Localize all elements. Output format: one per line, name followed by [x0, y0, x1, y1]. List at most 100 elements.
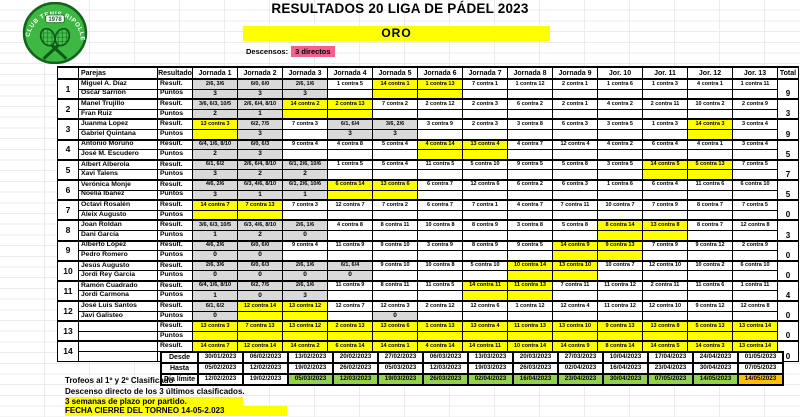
- puntos-cell[interactable]: [462, 169, 508, 181]
- result-cell[interactable]: 9 contra 13: [597, 239, 643, 252]
- result-cell[interactable]: 2 contra 13: [327, 320, 373, 332]
- result-cell[interactable]: 2 contra 9: [732, 98, 778, 110]
- puntos-cell[interactable]: [552, 270, 598, 282]
- result-cell[interactable]: 10 contra 8: [417, 259, 463, 272]
- result-cell[interactable]: 4/6, 2/6: [192, 178, 238, 191]
- result-cell[interactable]: 6 contra 3: [552, 178, 598, 191]
- puntos-label-cell[interactable]: Puntos: [157, 149, 193, 161]
- result-cell[interactable]: 6/2, 7/5: [237, 279, 283, 292]
- puntos-cell[interactable]: [642, 169, 688, 181]
- result-cell[interactable]: 3/6, 6/3, 10/5: [192, 98, 238, 110]
- result-cell[interactable]: 2 contra 3: [462, 98, 508, 110]
- result-cell[interactable]: 2/6, 3/6: [192, 77, 238, 90]
- result-cell[interactable]: 2 contra 12: [417, 98, 463, 110]
- player-name-cell[interactable]: Octavi Rosalén: [78, 199, 158, 211]
- puntos-cell[interactable]: 2: [282, 169, 328, 181]
- result-cell[interactable]: 6/2, 7/5: [237, 118, 283, 130]
- puntos-cell[interactable]: [687, 250, 733, 262]
- player-name-cell[interactable]: Aleix Augusto: [78, 209, 158, 221]
- result-cell[interactable]: 14 contra 2: [282, 98, 328, 110]
- result-cell[interactable]: 7 contra 2: [372, 98, 418, 110]
- puntos-cell[interactable]: [372, 169, 418, 181]
- puntos-cell[interactable]: [552, 209, 598, 221]
- result-cell[interactable]: 1 contra 5: [327, 77, 373, 90]
- puntos-cell[interactable]: [687, 290, 733, 302]
- result-cell[interactable]: 3 contra 5: [597, 118, 643, 130]
- date-cell[interactable]: 20/02/2023: [332, 351, 379, 364]
- puntos-cell[interactable]: 2: [192, 149, 238, 161]
- result-cell[interactable]: 1 contra 11: [732, 279, 778, 292]
- puntos-cell[interactable]: [642, 330, 688, 342]
- result-cell[interactable]: 1 contra 11: [732, 77, 778, 90]
- date-cell[interactable]: 01/05/2023: [737, 351, 784, 364]
- result-cell[interactable]: 12 contra 6: [462, 300, 508, 312]
- row-number-cell[interactable]: 5: [57, 158, 79, 181]
- result-cell[interactable]: 5 contra 13: [687, 320, 733, 332]
- result-cell[interactable]: 6 contra 3: [552, 118, 598, 130]
- result-cell[interactable]: 2 contra 11: [642, 98, 688, 110]
- result-cell[interactable]: 13 contra 14: [732, 320, 778, 332]
- result-label-cell[interactable]: Result.: [157, 138, 193, 151]
- puntos-cell[interactable]: [507, 108, 553, 120]
- total-cell[interactable]: 4: [777, 279, 799, 302]
- date-cell[interactable]: 30/04/2023: [692, 362, 739, 375]
- result-cell[interactable]: 11 contra 5: [417, 279, 463, 292]
- result-cell[interactable]: 3/6, 2/6: [372, 118, 418, 130]
- result-cell[interactable]: 13 contra 8: [642, 219, 688, 231]
- result-cell[interactable]: 2 contra 1: [552, 77, 598, 90]
- puntos-cell[interactable]: 0: [372, 310, 418, 322]
- result-cell[interactable]: 8 contra 7: [687, 199, 733, 211]
- puntos-cell[interactable]: [552, 229, 598, 242]
- date-cell[interactable]: 30/01/2023: [197, 351, 244, 364]
- column-header-jornada[interactable]: Jornada 6: [417, 66, 463, 80]
- row-number-cell[interactable]: 11: [57, 279, 79, 302]
- puntos-cell[interactable]: 0: [237, 250, 283, 262]
- puntos-cell[interactable]: [597, 290, 643, 302]
- puntos-cell[interactable]: [597, 169, 643, 181]
- puntos-cell[interactable]: [687, 149, 733, 161]
- puntos-cell[interactable]: [372, 88, 418, 100]
- puntos-cell[interactable]: [732, 310, 778, 322]
- puntos-cell[interactable]: [372, 149, 418, 161]
- result-cell[interactable]: 4 contra 2: [597, 138, 643, 151]
- result-cell[interactable]: 6 contra 10: [732, 178, 778, 191]
- puntos-cell[interactable]: 3: [282, 290, 328, 302]
- puntos-cell[interactable]: [732, 330, 778, 342]
- result-cell[interactable]: 4/6, 2/6: [192, 239, 238, 252]
- puntos-cell[interactable]: [507, 209, 553, 221]
- puntos-cell[interactable]: [687, 88, 733, 100]
- puntos-cell[interactable]: [192, 330, 238, 342]
- puntos-cell[interactable]: [642, 250, 688, 262]
- total-cell[interactable]: 9: [777, 118, 799, 141]
- player-name-cell[interactable]: José M. Escudero: [78, 149, 158, 161]
- puntos-cell[interactable]: [417, 310, 463, 322]
- row-number-cell[interactable]: 14: [57, 340, 79, 362]
- puntos-cell[interactable]: [282, 128, 328, 141]
- puntos-cell[interactable]: [732, 128, 778, 141]
- player-name-cell[interactable]: [78, 320, 158, 332]
- result-cell[interactable]: 11 contra 12: [597, 279, 643, 292]
- result-cell[interactable]: 7 contra 2: [372, 199, 418, 211]
- puntos-cell[interactable]: [552, 169, 598, 181]
- result-cell[interactable]: 7 contra 1: [462, 77, 508, 90]
- puntos-cell[interactable]: [687, 128, 733, 141]
- result-cell[interactable]: 6 contra 7: [417, 199, 463, 211]
- puntos-cell[interactable]: [642, 270, 688, 282]
- puntos-cell[interactable]: [417, 330, 463, 342]
- puntos-cell[interactable]: [507, 128, 553, 141]
- player-name-cell[interactable]: [78, 330, 158, 342]
- puntos-cell[interactable]: 0: [192, 310, 238, 322]
- result-cell[interactable]: 2 contra 3: [462, 118, 508, 130]
- puntos-cell[interactable]: [462, 310, 508, 322]
- result-cell[interactable]: 5 contra 8: [552, 158, 598, 171]
- puntos-cell[interactable]: [417, 88, 463, 100]
- puntos-label-cell[interactable]: Puntos: [157, 270, 193, 282]
- player-name-cell[interactable]: [78, 340, 158, 353]
- puntos-cell[interactable]: [552, 310, 598, 322]
- total-cell[interactable]: 3: [777, 98, 799, 120]
- result-cell[interactable]: 6/1, 6/4: [327, 118, 373, 130]
- puntos-cell[interactable]: [552, 290, 598, 302]
- result-cell[interactable]: 6/0, 6/0: [237, 239, 283, 252]
- result-cell[interactable]: 6 contra 7: [417, 178, 463, 191]
- puntos-label-cell[interactable]: Puntos: [157, 128, 193, 141]
